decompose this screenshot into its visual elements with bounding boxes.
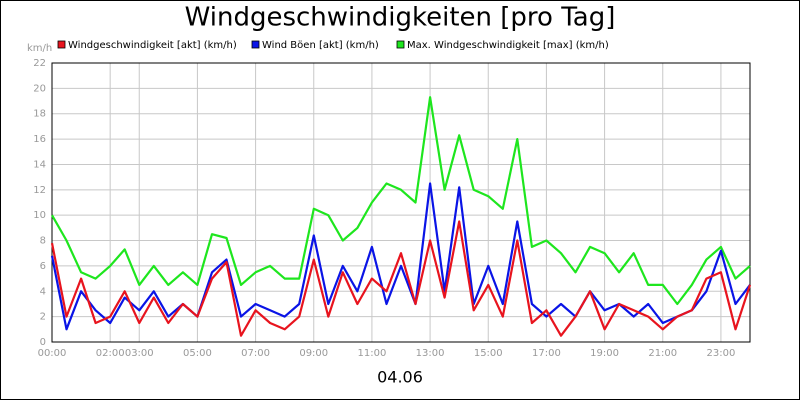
y-tick-label: 18 [33, 109, 46, 120]
y-tick-label: 4 [40, 286, 46, 297]
x-tick-label: 21:00 [648, 348, 677, 359]
x-tick-label: 15:00 [474, 348, 503, 359]
legend: Windgeschwindigkeit [akt] (km/h) Wind Böe… [57, 40, 609, 51]
y-tick-label: 0 [40, 337, 46, 348]
plot-area [52, 63, 750, 342]
plot-border [51, 62, 751, 343]
x-tick-label: 19:00 [590, 348, 619, 359]
chart-title: Windgeschwindigkeiten [pro Tag] [185, 3, 616, 33]
y-axis-label: km/h [27, 43, 52, 54]
legend-label: Wind Böen [akt] (km/h) [262, 40, 379, 51]
x-tick-label: 00:00 [38, 348, 67, 359]
y-tick-label: 8 [40, 236, 46, 247]
x-tick-label: 02:00 [96, 348, 125, 359]
y-tick-label: 16 [33, 134, 46, 145]
series-line [50, 220, 752, 337]
series-line [51, 96, 751, 306]
x-tick-label: 09:00 [299, 348, 328, 359]
x-tick-label: 03:00 [125, 348, 154, 359]
y-tick-label: 20 [33, 83, 46, 94]
series-line [50, 182, 751, 331]
legend-swatch [396, 40, 405, 49]
y-tick-label: 12 [33, 185, 46, 196]
legend-swatch [57, 40, 66, 49]
legend-label: Max. Windgeschwindigkeit [max] (km/h) [407, 40, 609, 51]
y-tick-label: 10 [33, 210, 46, 221]
x-tick-label: 17:00 [532, 348, 561, 359]
x-tick-label: 23:00 [707, 348, 736, 359]
y-tick-label: 6 [40, 261, 46, 272]
y-tick-label: 14 [33, 159, 46, 170]
x-tick-label: 05:00 [183, 348, 212, 359]
legend-label: Windgeschwindigkeit [akt] (km/h) [68, 40, 237, 51]
y-tick-label: 2 [40, 312, 46, 323]
y-tick-label: 22 [33, 58, 46, 69]
x-tick-label: 07:00 [241, 348, 270, 359]
x-tick-label: 11:00 [358, 348, 387, 359]
x-tick-label: 13:00 [416, 348, 445, 359]
x-axis-label: 04.06 [377, 368, 423, 387]
legend-swatch [251, 40, 260, 49]
